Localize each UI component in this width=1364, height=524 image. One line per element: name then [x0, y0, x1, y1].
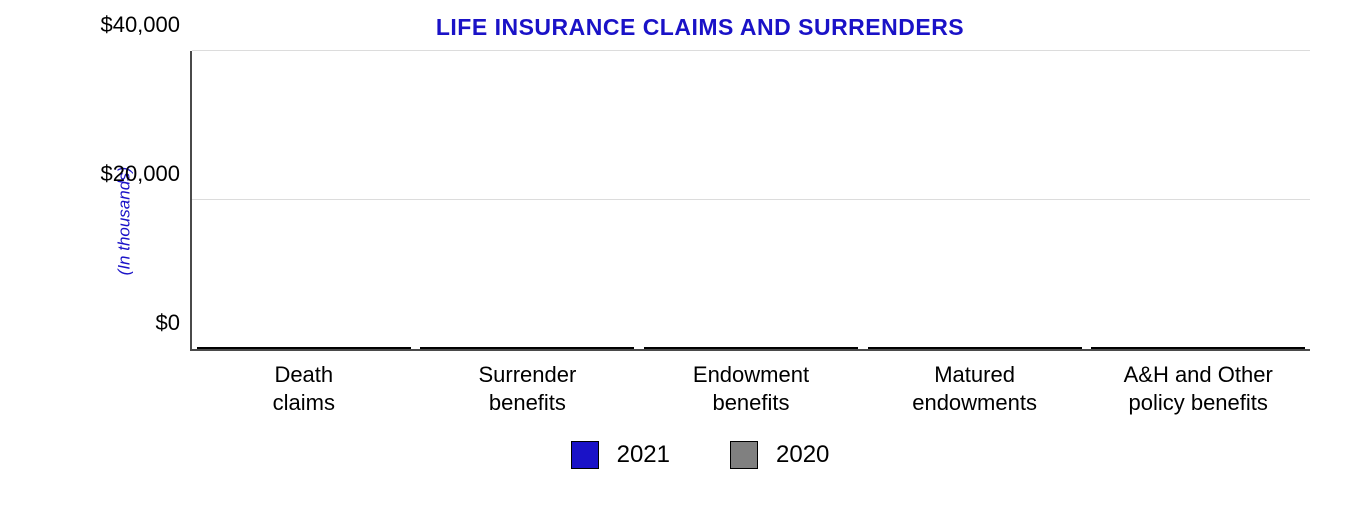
legend: 2021 2020: [60, 441, 1340, 469]
y-tick-label: $20,000: [100, 161, 192, 187]
legend-item: 2021: [571, 441, 670, 469]
bar-group: Deathclaims: [192, 347, 416, 349]
gridline: [192, 199, 1310, 200]
y-tick-label: $0: [156, 310, 192, 336]
chart-container: LIFE INSURANCE CLAIMS AND SURRENDERS (In…: [60, 10, 1340, 510]
x-category-label: Maturedendowments: [863, 349, 1087, 416]
legend-swatch: [571, 441, 599, 469]
bar-group: Endowmentbenefits: [639, 347, 863, 349]
x-category-label: Surrenderbenefits: [416, 349, 640, 416]
bar-group: Surrenderbenefits: [416, 347, 640, 349]
legend-label: 2021: [617, 441, 670, 469]
y-tick-label: $40,000: [100, 12, 192, 38]
plot-wrap: (In thousands) $0$20,000$40,000Deathclai…: [190, 51, 1310, 391]
chart-title: LIFE INSURANCE CLAIMS AND SURRENDERS: [60, 10, 1340, 51]
bar-group: A&H and Otherpolicy benefits: [1086, 347, 1310, 349]
gridline: [192, 50, 1310, 51]
legend-item: 2020: [730, 441, 829, 469]
x-category-label: Deathclaims: [192, 349, 416, 416]
legend-swatch: [730, 441, 758, 469]
x-category-label: A&H and Otherpolicy benefits: [1086, 349, 1310, 416]
bar-group: Maturedendowments: [863, 347, 1087, 349]
plot-area: $0$20,000$40,000DeathclaimsSurrenderbene…: [190, 51, 1310, 351]
x-category-label: Endowmentbenefits: [639, 349, 863, 416]
legend-label: 2020: [776, 441, 829, 469]
